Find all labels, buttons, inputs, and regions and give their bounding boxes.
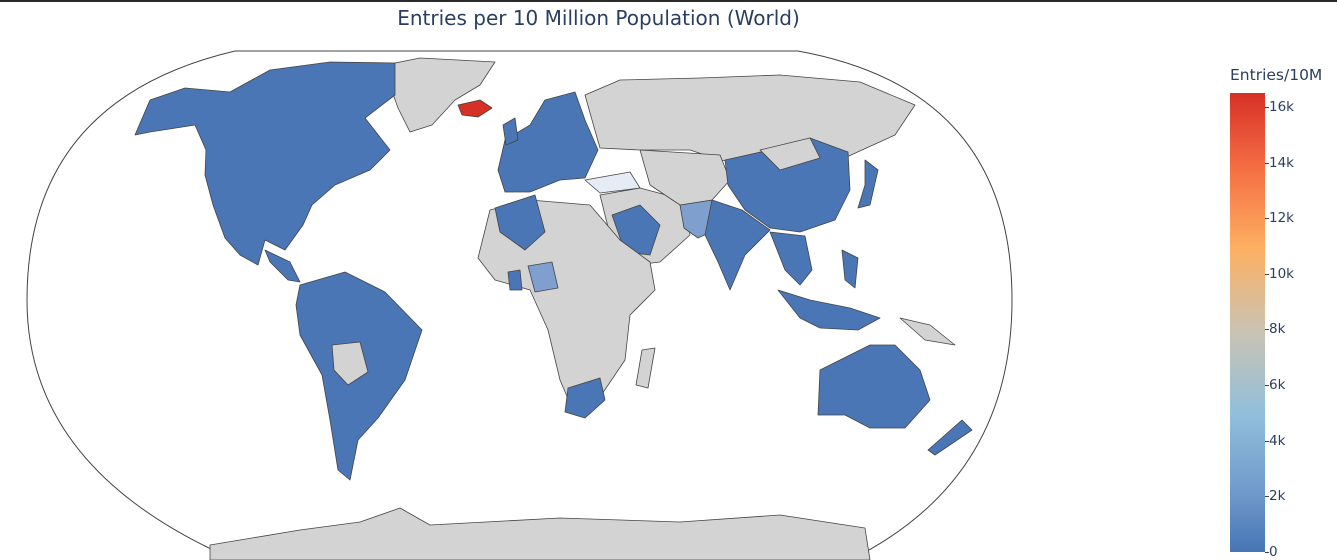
region-mongolia[interactable] [759, 137, 821, 171]
colorbar-tick-label: 4k [1269, 432, 1286, 449]
colorbar-tick-label: 6k [1269, 377, 1286, 394]
region-bolivia[interactable] [331, 341, 369, 386]
colorbar-tick-mark [1265, 162, 1269, 164]
colorbar-tick-label: 12k [1269, 210, 1294, 227]
region-central-america[interactable] [264, 249, 301, 283]
region-north-america[interactable] [134, 61, 396, 266]
colorbar-tick-mark [1265, 273, 1269, 275]
region-nigeria[interactable] [527, 261, 559, 293]
region-europe[interactable] [497, 91, 599, 193]
colorbar-tick-mark [1265, 552, 1269, 553]
region-japan[interactable] [857, 159, 879, 209]
region-madagascar[interactable] [635, 347, 656, 389]
top-border [0, 0, 1337, 2]
region-new-zealand[interactable] [927, 419, 973, 456]
world-map[interactable] [0, 0, 1200, 560]
region-antarctica[interactable] [209, 507, 871, 560]
chart-title: Entries per 10 Million Population (World… [397, 6, 800, 30]
region-algeria[interactable] [494, 194, 546, 251]
colorbar-tick-label: 16k [1269, 98, 1294, 115]
colorbar-tick-label: 8k [1269, 321, 1286, 338]
colorbar [1230, 93, 1265, 552]
region-india[interactable] [704, 199, 771, 291]
colorbar-tick-mark [1265, 385, 1269, 387]
region-uk[interactable] [502, 117, 519, 146]
colorbar-tick-label: 0 [1269, 544, 1278, 560]
region-png[interactable] [899, 317, 956, 346]
colorbar-tick-label: 2k [1269, 488, 1286, 505]
region-indonesia[interactable] [777, 289, 881, 331]
region-ghana[interactable] [507, 269, 523, 291]
region-iceland[interactable] [457, 99, 493, 118]
colorbar-tick-label: 10k [1269, 265, 1294, 282]
region-se-asia[interactable] [769, 231, 813, 286]
region-philippines[interactable] [841, 249, 859, 289]
region-australia[interactable] [817, 344, 931, 429]
colorbar-tick-mark [1265, 329, 1269, 331]
colorbar-title: Entries/10M [1230, 66, 1323, 84]
colorbar-tick-label: 14k [1269, 154, 1294, 171]
colorbar-tick-mark [1265, 106, 1269, 108]
region-south-africa[interactable] [564, 377, 606, 419]
colorbar-tick-mark [1265, 440, 1269, 442]
colorbar-tick-mark [1265, 218, 1269, 220]
colorbar-tick-mark [1265, 496, 1269, 498]
